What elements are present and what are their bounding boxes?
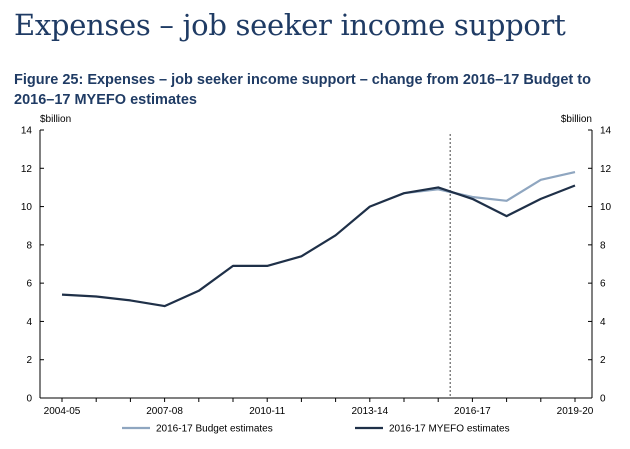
x-tick-label: 2016-17 (454, 406, 491, 417)
x-tick-label: 2013-14 (351, 406, 388, 417)
y-tick-label-left: 8 (26, 240, 32, 251)
figure-title: Figure 25: Expenses – job seeker income … (14, 72, 591, 108)
y-tick-label-left: 12 (21, 164, 33, 175)
x-tick-label: 2007-08 (146, 406, 183, 417)
x-tick-label: 2019-20 (557, 406, 594, 417)
y-unit-right: $billion (561, 114, 592, 125)
y-tick-label-left: 6 (26, 279, 32, 290)
budget-estimates-line (403, 171, 576, 202)
y-tick-label-left: 2 (26, 355, 32, 366)
axes: $billion $billion 0 0 2 2 4 4 6 6 8 8 10 10 12 12 14 14 20… (21, 114, 612, 417)
y-tick-label-right: 14 (600, 126, 612, 137)
y-tick-label-right: 10 (600, 202, 612, 213)
page-heading: Expenses – job seeker income support (14, 8, 566, 42)
y-tick-label-left: 14 (21, 126, 33, 137)
y-tick-label-right: 0 (600, 394, 606, 405)
series-lines (61, 171, 576, 308)
myefo-estimates-line (61, 184, 576, 308)
x-tick-label: 2004-05 (44, 406, 81, 417)
y-tick-label-left: 10 (21, 202, 33, 213)
y-tick-label-left: 4 (26, 317, 32, 328)
legend-label: 2016-17 MYEFO estimates (389, 424, 510, 435)
legend: 2016-17 Budget estimates 2016-17 MYEFO es… (122, 424, 510, 435)
y-unit-left: $billion (40, 114, 71, 125)
y-tick-label-right: 4 (600, 317, 606, 328)
y-tick-label-right: 8 (600, 240, 606, 251)
legend-label: 2016-17 Budget estimates (156, 424, 273, 435)
y-tick-label-right: 2 (600, 355, 606, 366)
x-tick-label: 2010-11 (249, 406, 285, 417)
y-tick-label-right: 12 (600, 164, 612, 175)
y-tick-label-right: 6 (600, 279, 606, 290)
y-tick-label-left: 0 (26, 394, 32, 405)
